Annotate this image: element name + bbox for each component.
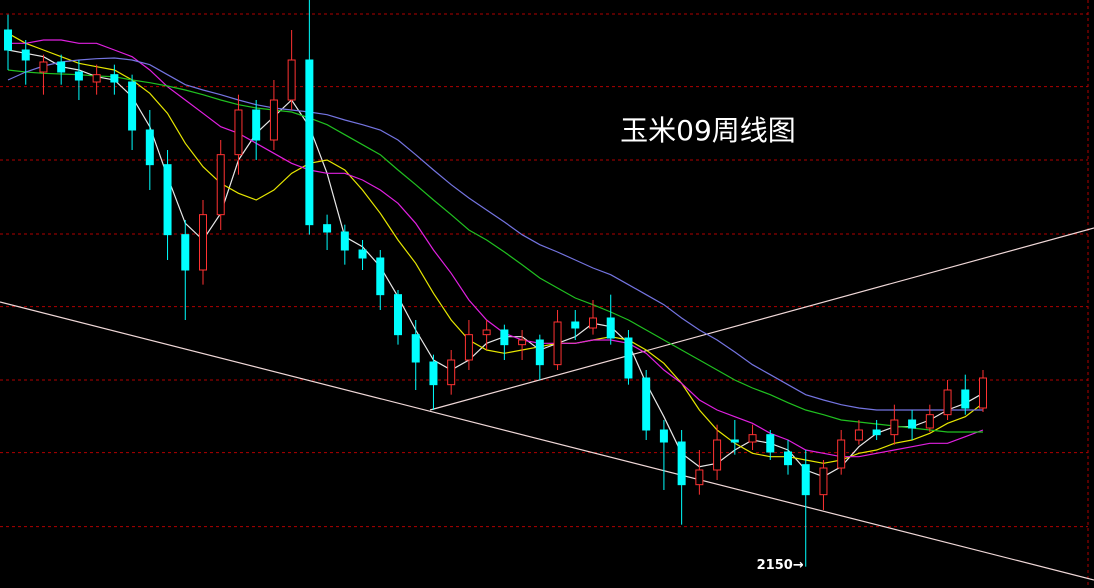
trend-line: [0, 301, 1094, 581]
chart-title: 玉米09周线图: [620, 114, 796, 147]
candle-body: [784, 451, 792, 466]
candle-body: [553, 321, 562, 366]
candle-body: [819, 467, 828, 496]
moving-average-line: [7, 69, 983, 433]
candle-body: [854, 429, 863, 441]
candle-body: [411, 334, 420, 363]
candle-body: [92, 74, 101, 83]
candle-body: [766, 434, 775, 453]
candle-body: [199, 214, 207, 271]
candle-body: [571, 321, 580, 329]
candle-body: [482, 329, 491, 336]
candle-body: [39, 61, 48, 73]
candle-body: [145, 129, 154, 166]
moving-average-line: [7, 32, 984, 464]
candle-body: [925, 414, 934, 429]
candle-body: [57, 61, 66, 73]
grid: [0, 13, 1088, 528]
candle-body: [837, 439, 846, 469]
candle-body: [305, 59, 314, 226]
candle-body: [713, 439, 722, 471]
candle-body: [447, 359, 456, 386]
candle-body: [677, 441, 686, 486]
candle-body: [961, 389, 970, 409]
moving-average-line: [8, 39, 984, 458]
candle-body: [943, 389, 952, 416]
moving-average-line: [7, 57, 983, 411]
trend-line: [429, 227, 1094, 411]
low-annotation: 2150→: [757, 558, 804, 573]
candle-body: [801, 464, 810, 496]
candle-body: [234, 109, 243, 156]
candle-body: [748, 434, 757, 443]
candle-body: [394, 294, 402, 336]
candle-body: [606, 317, 615, 339]
candle-body: [589, 317, 597, 329]
candle-body: [464, 334, 473, 361]
candle-body: [695, 469, 704, 486]
candle-body: [358, 249, 367, 259]
candle-body: [163, 164, 172, 236]
candle-body: [287, 59, 296, 101]
candle-body: [323, 224, 332, 233]
candle-body: [500, 329, 509, 346]
candle-body: [21, 49, 30, 61]
candle-body: [216, 154, 225, 216]
candle-body: [659, 429, 668, 443]
candle-body: [535, 339, 544, 366]
candle-body: [518, 339, 527, 346]
candle-body: [979, 377, 987, 409]
candle-body: [340, 231, 349, 251]
candle-body: [890, 419, 899, 436]
candle-body: [4, 29, 12, 51]
candle-body: [429, 361, 438, 386]
candle-body: [872, 429, 881, 436]
candle-body: [376, 257, 385, 296]
candle-body: [181, 234, 190, 271]
candle-body: [74, 71, 83, 81]
candle-body: [908, 419, 917, 429]
candle-body: [624, 337, 633, 379]
candle-body: [269, 99, 278, 141]
candle-body: [110, 74, 119, 83]
candle-body: [642, 377, 651, 431]
candles: [4, 0, 987, 567]
candle-body: [730, 439, 739, 443]
candle-body: [252, 109, 261, 141]
candle-body: [128, 81, 137, 131]
